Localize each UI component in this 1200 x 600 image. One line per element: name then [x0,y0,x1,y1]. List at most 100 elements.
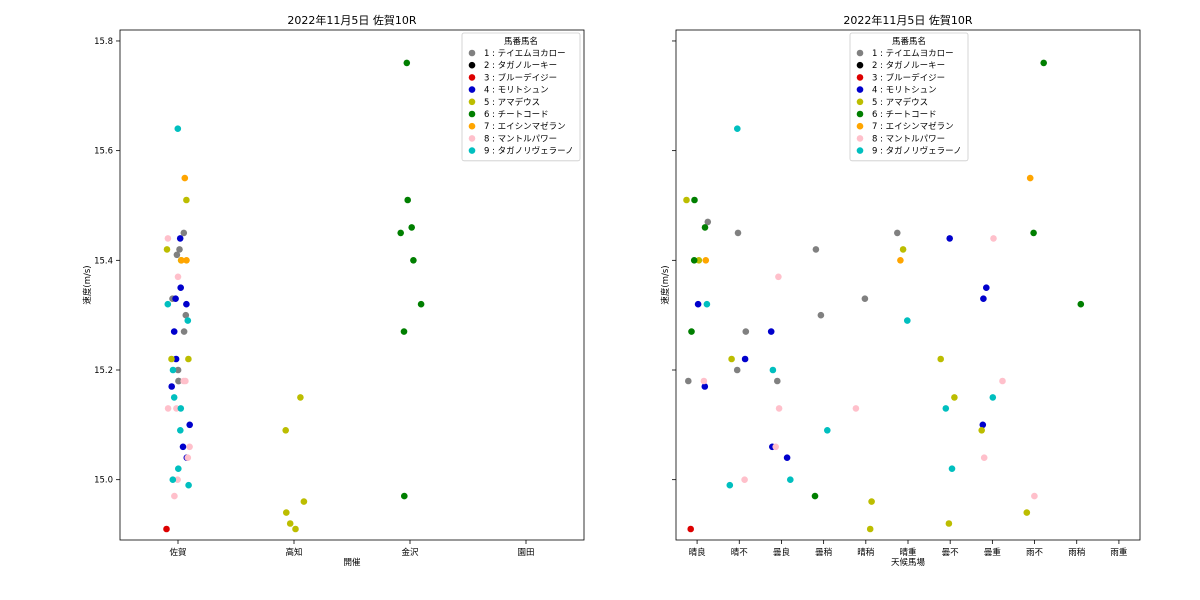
legend-marker [856,74,864,81]
data-point [177,405,185,412]
data-point [179,443,187,451]
legend-entry: 8 : マントルパワー [484,134,557,144]
data-point [417,300,425,308]
x-tick-label: 曇稍 [815,547,833,558]
data-point [170,328,178,335]
data-point [741,355,749,363]
legend-entry: 9 : タガノリヴェラーノ [872,146,962,157]
data-point [868,498,875,505]
data-point [769,366,777,374]
data-point [174,125,182,132]
data-point [1026,174,1034,182]
data-point [175,465,182,473]
legend-entry: 1 : テイエムヨカロー [872,49,954,59]
data-point [168,355,175,363]
data-point [174,366,182,374]
data-point [783,454,791,462]
data-point [168,383,175,390]
data-point [300,498,308,505]
data-point [183,196,190,204]
data-point [172,295,179,303]
y-tick-label: 15.2 [94,366,113,376]
data-point [1023,509,1031,516]
data-point [734,125,741,132]
data-point [767,328,775,335]
legend-marker [856,98,864,106]
legend-marker [856,49,864,57]
legend-entry: 4 : モリトシュン [484,86,549,96]
data-point [742,328,750,335]
data-point [176,246,183,253]
legend-marker [468,49,476,57]
data-point [787,476,794,484]
data-point [983,284,990,292]
data-point [1031,492,1038,500]
data-point [401,492,408,500]
data-point [164,405,172,412]
data-point [989,394,997,401]
y-tick-label: 15.0 [94,476,113,486]
data-point [812,246,820,253]
y-axis-label: 速度(m/s) [82,265,93,304]
data-point [182,311,190,319]
legend-title: 馬番馬名 [504,36,538,47]
data-point [292,525,299,533]
legend-entry: 9 : タガノリヴェラーノ [484,146,574,157]
data-point [403,59,411,67]
legend-marker [468,74,476,81]
data-point [404,196,412,204]
data-point [1077,300,1085,308]
legend-marker [468,98,476,106]
data-point [704,218,712,226]
legend-marker [856,135,864,142]
data-point [691,196,698,204]
data-point [824,427,831,434]
x-tick-label: 金沢 [401,547,419,558]
data-point [1030,229,1037,237]
data-point [852,405,860,412]
data-point [817,311,825,319]
legend-entry: 7 : エイシンマゼラン [872,121,954,132]
data-point [979,421,987,429]
data-point [945,520,953,527]
y-tick-label: 15.6 [94,147,113,157]
data-point [694,300,702,308]
data-point [899,246,907,253]
legend-marker [856,110,864,118]
y-tick-label: 15.8 [94,37,113,47]
legend-entry: 1 : テイエムヨカロー [484,49,566,59]
data-point [163,525,170,533]
x-tick-label: 曇重 [984,547,1002,558]
data-point [297,394,304,401]
data-point [978,427,985,434]
data-point [169,366,177,374]
data-point [183,300,190,308]
legend-entry: 3 : ブルーデイジー [484,72,557,83]
legend-marker [468,147,476,154]
legend-box [461,32,581,162]
data-point [164,235,172,242]
data-point [1040,59,1047,67]
data-point [282,427,290,434]
data-point [811,492,819,500]
x-tick-label: 佐賀 [169,547,187,558]
data-point [408,224,416,231]
legend-title: 馬番馬名 [892,36,926,47]
data-point [180,229,188,237]
data-point [180,377,187,385]
data-point [701,383,709,390]
data-point [775,273,782,281]
data-point [894,229,901,237]
data-point [774,377,781,385]
data-point [178,257,185,264]
data-point [170,394,178,401]
data-point [980,295,987,303]
data-point [177,427,184,434]
right-chart-panel: 2022年11月5日 佐賀10R 晴良 晴不 曇良 曇稍 晴稍 晴重 曇不 曇重 雨不 雨稍 雨重天候… [660,13,1141,568]
legend-marker [468,86,476,93]
data-point [164,300,172,308]
data-point [980,454,988,462]
x-tick-label: 晴稍 [857,547,875,558]
data-point [772,443,779,451]
data-point [946,235,953,242]
